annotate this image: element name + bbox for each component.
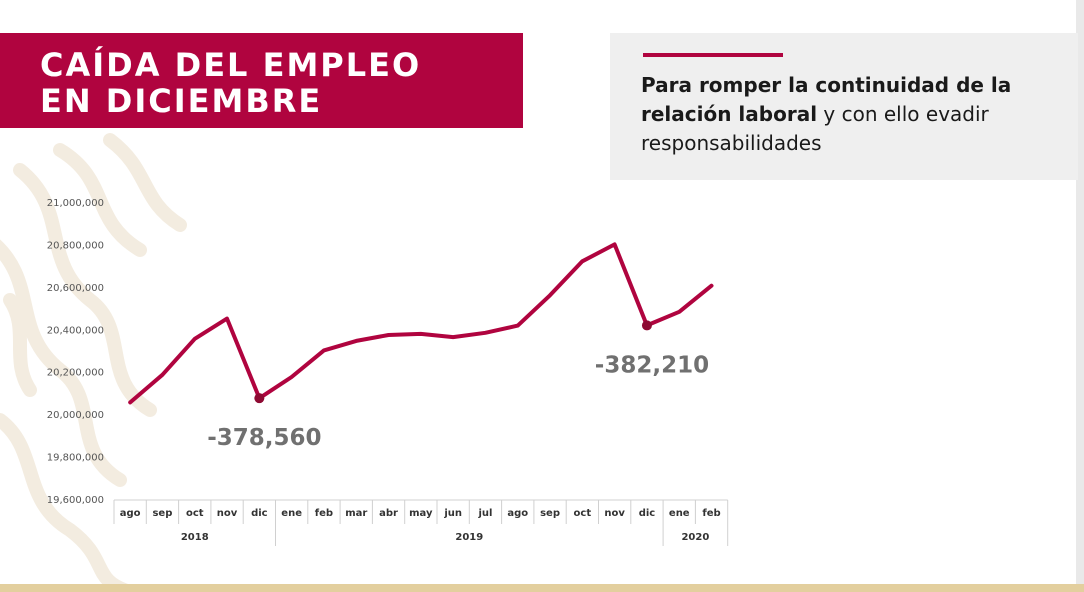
x-tick-label: oct: [186, 508, 204, 519]
y-tick-label: 21,000,000: [47, 198, 104, 209]
data-point: [128, 400, 132, 404]
bottom-gold-band: [0, 584, 1084, 592]
slide-title: CAÍDA DEL EMPLEO EN DICIEMBRE: [40, 47, 510, 119]
y-tick-label: 20,800,000: [47, 240, 104, 251]
background-ornament: [0, 133, 187, 592]
data-point: [548, 293, 552, 297]
data-point: [387, 333, 391, 337]
data-point: [160, 373, 164, 377]
data-point: [516, 324, 520, 328]
right-edge-strip: [1076, 0, 1084, 592]
y-tick-label: 20,600,000: [47, 283, 104, 294]
data-point: [710, 284, 714, 288]
callout-bold-text: Para romper la continuidad de la relació…: [641, 73, 1012, 126]
x-tick-label: feb: [315, 508, 333, 519]
x-tick-label: sep: [540, 508, 560, 519]
employment-line-chart: 21,000,000 20,800,000 20,600,000 20,400,000…: [47, 198, 729, 546]
x-tick-label: ene: [669, 508, 690, 519]
year-label: 2019: [455, 532, 483, 543]
data-point: [580, 259, 584, 263]
data-point: [193, 337, 197, 341]
title-banner: CAÍDA DEL EMPLEO EN DICIEMBRE: [0, 33, 523, 128]
data-point: [419, 332, 423, 336]
y-tick-label: 20,400,000: [47, 325, 104, 336]
data-point: [354, 339, 358, 343]
data-point: [322, 348, 326, 352]
y-tick-label: 19,800,000: [47, 453, 104, 464]
data-point: [451, 335, 455, 339]
x-tick-label: sep: [152, 508, 172, 519]
highlight-point: [641, 320, 652, 331]
x-tick-label: feb: [702, 508, 720, 519]
x-tick-label: may: [409, 508, 433, 519]
data-point: [677, 310, 681, 314]
title-line-1: CAÍDA DEL EMPLEO: [40, 46, 422, 84]
callout-text: Para romper la continuidad de la relació…: [641, 71, 1061, 158]
series-line: [128, 242, 714, 405]
x-tick-label: nov: [604, 508, 625, 519]
drop-annotation: -382,210: [595, 352, 709, 378]
y-tick-label: 20,000,000: [47, 410, 104, 421]
data-point: [483, 331, 487, 335]
x-tick-label: nov: [217, 508, 238, 519]
y-tick-label: 20,200,000: [47, 368, 104, 379]
callout-regular-text: y con ello evadir responsabilidades: [641, 102, 989, 155]
x-tick-label: abr: [379, 508, 398, 519]
y-tick-label: 19,600,000: [47, 495, 104, 506]
title-line-2: EN DICIEMBRE: [40, 82, 323, 120]
data-point: [613, 242, 617, 246]
data-point: [290, 375, 294, 379]
x-tick-label: dic: [639, 508, 656, 519]
callout-accent-rule: [643, 53, 783, 57]
x-tick-label: jul: [477, 508, 492, 519]
x-tick-label: oct: [574, 508, 592, 519]
drop-annotation: -378,560: [207, 425, 321, 451]
x-tick-label: ago: [120, 508, 141, 519]
callout-box: Para romper la continuidad de la relació…: [610, 33, 1078, 180]
x-tick-label: ago: [507, 508, 528, 519]
highlight-point: [254, 393, 265, 404]
x-tick-label: ene: [281, 508, 302, 519]
x-tick-label: mar: [345, 508, 367, 519]
data-point: [225, 317, 229, 321]
year-label: 2020: [681, 532, 709, 543]
year-label: 2018: [181, 532, 209, 543]
x-tick-label: jun: [443, 508, 462, 519]
x-tick-label: dic: [251, 508, 268, 519]
